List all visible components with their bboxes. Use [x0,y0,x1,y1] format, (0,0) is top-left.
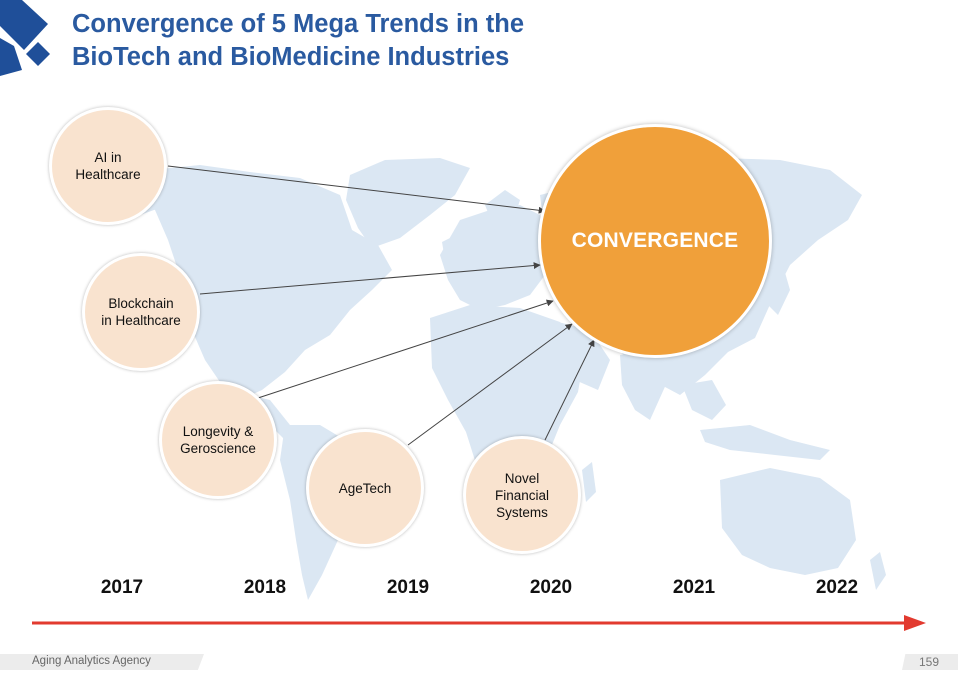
arrow-ai-to-convergence [167,165,546,214]
year-label: 2019 [386,577,430,598]
footer-company: Aging Analytics Agency [32,655,151,667]
trend-longevity-geroscience: Longevity & Geroscience [159,381,277,499]
year-label: 2022 [815,577,859,598]
convergence-label: CONVERGENCE [571,229,739,252]
footer-bar [0,654,204,670]
arrow-agetech-to-convergence [407,323,573,446]
page-number-bar [902,654,958,670]
year-label: 2018 [243,577,287,598]
arrow-finance-to-convergence [544,339,595,441]
page-title: Convergence of 5 Mega Trends in the BioT… [72,8,524,74]
company-logo-icon [0,0,50,76]
title-line-1: Convergence of 5 Mega Trends in the [72,10,525,38]
trend-label: AI in Healthcare [75,150,141,182]
trend-novel-financial-systems: Novel Financial Systems [463,436,581,554]
trend-agetech: AgeTech [306,429,424,547]
year-label: 2021 [672,577,716,598]
trend-label: Blockchain in Healthcare [101,296,181,328]
trend-label: Novel Financial Systems [494,470,550,520]
arrow-longevity-to-convergence [257,299,554,399]
trend-ai-healthcare: AI in Healthcare [49,107,167,225]
timeline-arrow [32,615,926,631]
arrow-blockchain-to-convergence [199,262,541,295]
trend-label: AgeTech [338,480,392,496]
year-label: 2020 [529,577,573,598]
year-label: 2017 [100,577,144,598]
trend-label: Longevity & Geroscience [180,424,256,456]
title-line-2: BioTech and BioMedicine Industries [72,43,510,71]
page-number: 159 [918,655,940,669]
trend-blockchain-healthcare: Blockchain in Healthcare [82,253,200,371]
convergence-circle: CONVERGENCE [538,124,772,358]
